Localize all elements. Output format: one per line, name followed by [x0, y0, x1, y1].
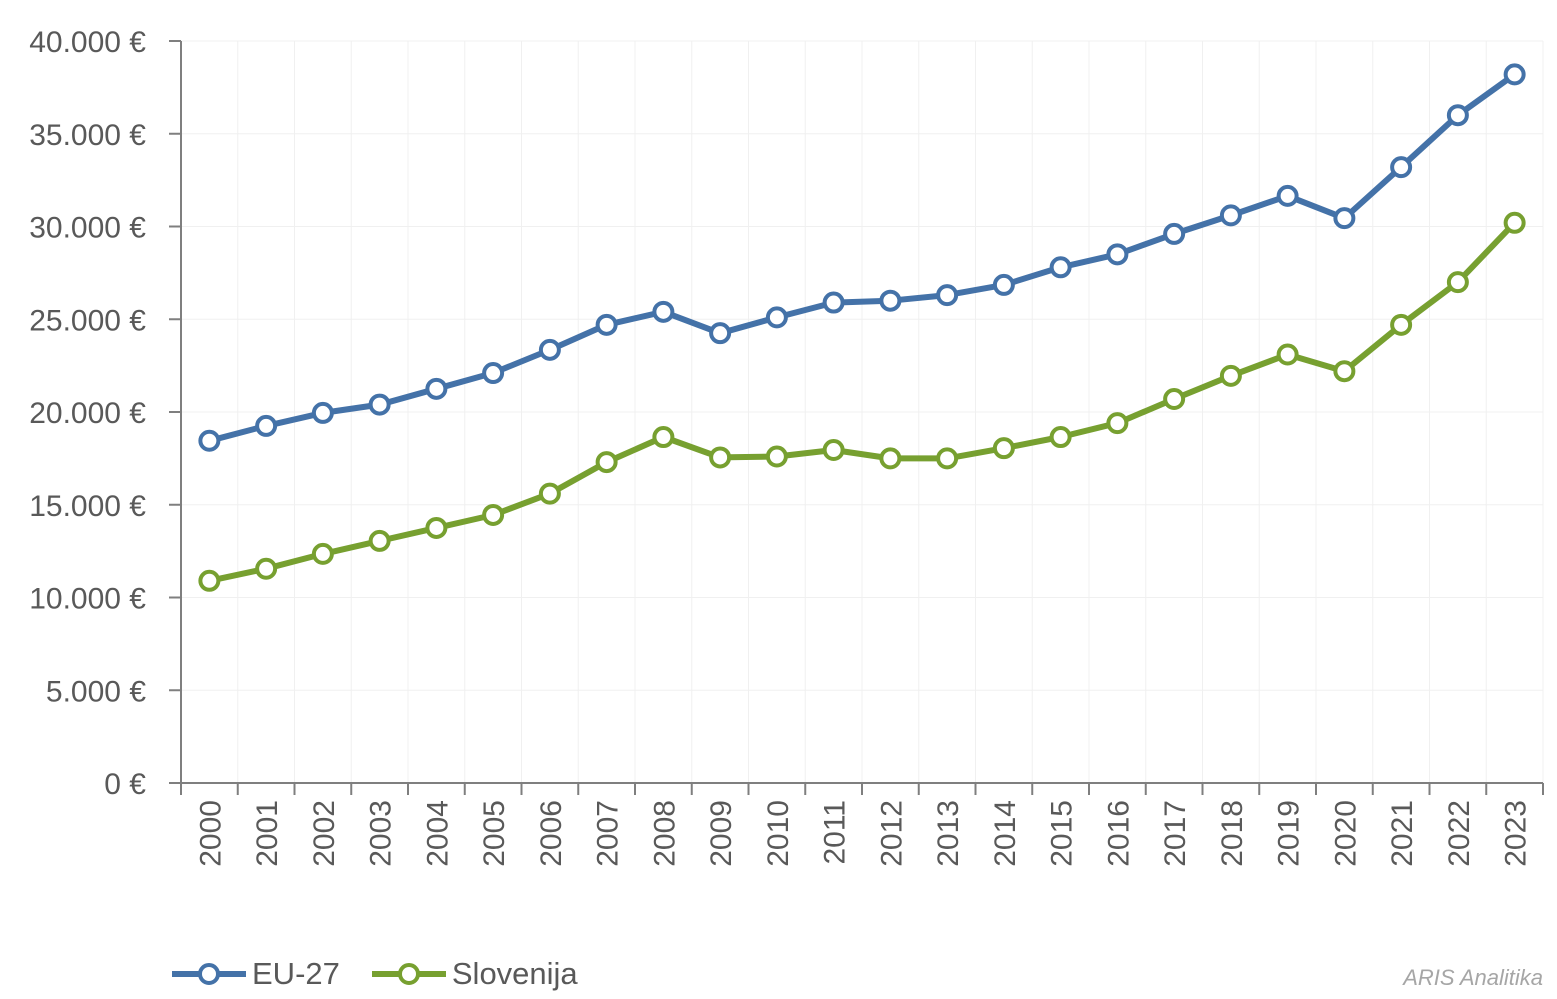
- y-tick-label: 30.000 €: [29, 212, 146, 245]
- legend: EU-27 Slovenija: [170, 950, 608, 998]
- data-point: [1163, 388, 1186, 411]
- x-tick-label: 2009: [705, 800, 738, 867]
- data-point: [936, 284, 959, 307]
- x-tick-label: 2011: [819, 800, 852, 865]
- x-tick-label: 2006: [535, 800, 568, 867]
- data-point: [1446, 271, 1469, 294]
- data-point: [311, 401, 334, 424]
- data-point: [879, 289, 902, 312]
- data-point: [482, 362, 505, 385]
- y-tick-label: 5.000 €: [46, 675, 146, 708]
- x-tick-label: 2021: [1386, 800, 1419, 867]
- series-points: [198, 63, 1526, 592]
- x-tick-label: 2004: [421, 800, 454, 867]
- data-point: [992, 437, 1015, 460]
- x-tick-label: 2016: [1102, 800, 1135, 867]
- data-point: [992, 273, 1015, 296]
- y-axis-tick-labels: 0 € 5.000 € 10.000 € 15.000 € 20.000 € 25.000…: [29, 26, 146, 801]
- data-point: [425, 516, 448, 539]
- source-label: ARIS Analitika: [1403, 965, 1543, 990]
- data-point: [311, 542, 334, 565]
- x-tick-label: 2015: [1046, 800, 1079, 867]
- data-point: [879, 447, 902, 470]
- data-point: [709, 322, 732, 345]
- line-chart: 0 € 5.000 € 10.000 € 15.000 € 20.000 € 25.000…: [29, 26, 1544, 867]
- data-point: [1446, 104, 1469, 127]
- data-point: [1219, 204, 1242, 227]
- legend-marker-eu27: [172, 963, 246, 985]
- data-point: [822, 291, 845, 314]
- data-point: [255, 557, 278, 580]
- x-tick-label: 2017: [1159, 800, 1192, 867]
- data-point: [255, 414, 278, 437]
- x-tick-label: 2008: [648, 800, 681, 867]
- x-tick-label: 2018: [1216, 800, 1249, 867]
- data-point: [198, 569, 221, 592]
- data-point: [595, 313, 618, 336]
- data-point: [765, 306, 788, 329]
- data-point: [1333, 360, 1356, 383]
- x-tick-label: 2010: [762, 800, 795, 867]
- x-tick-label: 2022: [1443, 800, 1476, 867]
- data-point: [1503, 211, 1526, 234]
- data-point: [1106, 243, 1129, 266]
- data-point: [1163, 222, 1186, 245]
- y-tick-label: 15.000 €: [29, 490, 146, 523]
- data-point: [652, 426, 675, 449]
- axes: [169, 40, 1544, 795]
- x-tick-label: 2000: [194, 800, 227, 867]
- data-point: [368, 393, 391, 416]
- y-tick-label: 25.000 €: [29, 304, 146, 337]
- data-point: [765, 445, 788, 468]
- data-point: [425, 377, 448, 400]
- data-point: [652, 300, 675, 323]
- data-point: [1276, 343, 1299, 366]
- data-point: [1276, 184, 1299, 207]
- data-point: [1390, 156, 1413, 179]
- x-tick-label: 2007: [592, 800, 625, 867]
- data-point: [368, 529, 391, 552]
- legend-label-eu27: EU-27: [252, 956, 340, 991]
- x-tick-label: 2012: [875, 800, 908, 867]
- data-point: [1503, 63, 1526, 86]
- data-point: [595, 451, 618, 474]
- x-tick-label: 2020: [1329, 800, 1362, 867]
- x-tick-label: 2001: [251, 800, 284, 867]
- data-point: [1333, 207, 1356, 230]
- x-tick-label: 2013: [932, 800, 965, 867]
- data-point: [482, 503, 505, 526]
- data-point: [709, 446, 732, 469]
- data-point: [936, 447, 959, 470]
- data-point: [1390, 313, 1413, 336]
- data-point: [538, 338, 561, 361]
- x-axis-tick-labels: 2000 2001 2002 2003 2004 2005 2006 2007 2008 2009…: [194, 800, 1532, 867]
- legend-label-slovenija: Slovenija: [451, 956, 578, 991]
- y-tick-label: 10.000 €: [29, 583, 146, 616]
- data-point: [1219, 364, 1242, 387]
- x-tick-label: 2023: [1500, 800, 1533, 867]
- data-point: [198, 429, 221, 452]
- data-point: [1049, 426, 1072, 449]
- x-tick-label: 2002: [308, 800, 341, 867]
- legend-marker-slovenija: [371, 963, 446, 985]
- data-point: [822, 439, 845, 462]
- data-point: [1049, 256, 1072, 279]
- legend-item-eu27: EU-27: [170, 956, 340, 992]
- y-tick-label: 35.000 €: [29, 119, 146, 152]
- x-tick-label: 2003: [365, 800, 398, 867]
- data-point: [538, 482, 561, 505]
- legend-item-slovenija: Slovenija: [370, 956, 578, 992]
- y-tick-label: 20.000 €: [29, 397, 146, 430]
- x-tick-label: 2019: [1273, 800, 1306, 867]
- y-tick-label: 0 €: [104, 768, 146, 801]
- x-tick-label: 2014: [989, 800, 1022, 867]
- data-point: [1106, 412, 1129, 435]
- x-tick-label: 2005: [478, 800, 511, 867]
- y-tick-label: 40.000 €: [29, 26, 146, 59]
